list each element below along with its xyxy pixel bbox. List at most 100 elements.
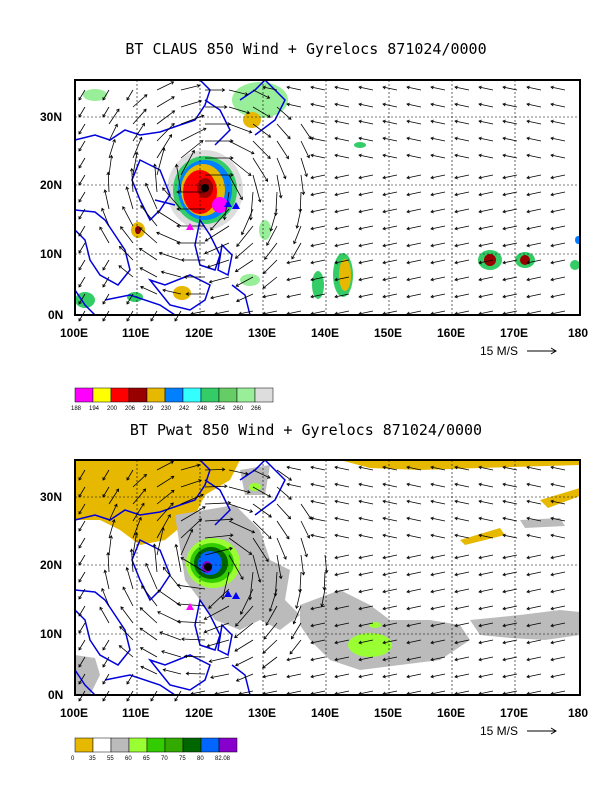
wind-vector	[550, 153, 566, 159]
panel1-wind-vectors	[78, 81, 566, 322]
wind-vector	[78, 571, 86, 583]
wind-vector	[454, 174, 470, 180]
wind-vector	[310, 136, 326, 142]
wind-vector	[406, 293, 422, 299]
wind-vector	[550, 533, 566, 539]
wind-vector	[526, 293, 542, 299]
wind-vector	[156, 489, 175, 505]
wind-vector	[228, 554, 244, 580]
wind-vector	[454, 102, 470, 108]
wind-vector	[176, 619, 206, 624]
wind-vector	[156, 122, 175, 142]
wind-vector	[406, 119, 422, 125]
colorbar-swatch	[218, 737, 238, 753]
wind-vector	[99, 226, 110, 244]
wind-vector	[183, 654, 206, 659]
wind-vector	[478, 533, 494, 539]
wind-vector	[106, 551, 111, 573]
wind-vector	[382, 136, 398, 142]
wind-vector	[454, 293, 470, 299]
wind-vector	[78, 157, 86, 169]
wind-vector	[324, 554, 329, 574]
wind-vector	[382, 102, 398, 108]
wind-vector	[334, 259, 350, 265]
wind-vector	[550, 174, 566, 180]
colorbar-swatch	[110, 737, 130, 753]
wind-vector	[132, 94, 148, 108]
wind-vector	[358, 622, 374, 628]
wind-vector	[208, 588, 230, 609]
wind-vector	[502, 499, 518, 505]
lat-label: 20N	[40, 558, 62, 572]
wind-vector	[235, 293, 254, 303]
wind-vector	[526, 225, 542, 231]
wind-vector	[478, 656, 494, 662]
wind-vector	[252, 174, 262, 203]
wind-vector	[300, 174, 306, 196]
colorbar-label: 206	[125, 406, 136, 412]
wind-vector	[406, 673, 422, 679]
panel2-map: 30N 20N 10N 0N 100E 110E 120E 130E 140E …	[40, 459, 588, 762]
wind-vector	[106, 171, 111, 193]
wind-vector	[502, 482, 518, 488]
wind-vector	[358, 673, 374, 679]
wind-vector	[176, 207, 205, 211]
wind-vector	[210, 208, 230, 231]
wind-vector	[248, 191, 254, 221]
wind-vector	[208, 656, 230, 663]
wind-vector	[334, 673, 350, 679]
wind-vector	[454, 136, 470, 142]
wind-vector	[78, 293, 86, 305]
wind-vector	[180, 84, 201, 91]
lon-label: 170E	[500, 706, 528, 720]
wind-vector	[334, 102, 350, 108]
wind-vector	[132, 122, 145, 142]
wind-vector	[382, 191, 398, 197]
wind-vector	[478, 571, 494, 577]
wind-vector	[102, 259, 110, 271]
wind-vector	[406, 225, 422, 231]
wind-vector	[526, 208, 542, 214]
wind-vector	[78, 639, 86, 651]
wind-vector	[526, 516, 542, 522]
wind-vector	[358, 208, 374, 214]
wind-vector	[102, 486, 110, 498]
wind-vector	[108, 488, 120, 505]
wind-vector	[78, 605, 86, 617]
wind-vector	[204, 242, 230, 255]
wind-vector	[358, 605, 374, 611]
wind-vector	[454, 656, 470, 662]
wind-vector	[176, 583, 206, 590]
wind-vector	[132, 473, 147, 488]
wind-vector	[78, 588, 86, 600]
wind-vector	[358, 153, 374, 159]
wind-vector	[139, 607, 158, 624]
wind-vector	[502, 588, 518, 594]
wind-vector	[430, 516, 446, 522]
wind-vector	[526, 622, 542, 628]
wind-vector	[228, 174, 243, 201]
wind-vector	[234, 622, 254, 639]
wind-vector	[382, 276, 398, 282]
wind-vector	[454, 276, 470, 282]
colorbar-swatch	[74, 387, 94, 403]
wind-vector	[181, 637, 206, 642]
panel1-gridlines	[75, 80, 580, 315]
panel1-vector-reference: 15 M/S	[480, 344, 557, 358]
wind-vector	[103, 189, 110, 210]
lon-label: 150E	[374, 706, 402, 720]
wind-vector	[358, 119, 374, 125]
wind-vector	[204, 484, 228, 489]
wind-vector	[300, 123, 312, 140]
wind-vector	[526, 85, 542, 91]
wind-vector	[502, 605, 518, 611]
panel2-vector-reference: 15 M/S	[480, 724, 557, 738]
wind-vector	[152, 163, 158, 193]
wind-vector	[208, 276, 230, 284]
lon-label: 150E	[374, 326, 402, 340]
wind-vector	[478, 208, 494, 214]
wind-vector	[358, 588, 374, 594]
wind-vector	[382, 174, 398, 180]
wind-vector	[550, 259, 566, 265]
wind-vector	[310, 639, 326, 645]
